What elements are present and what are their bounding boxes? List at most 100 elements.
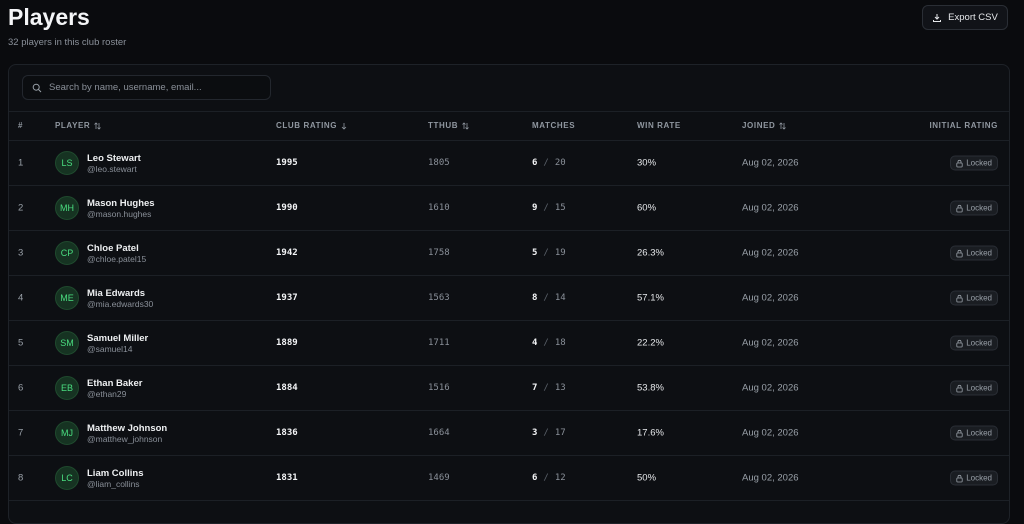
win-rate: 22.2% — [637, 337, 664, 349]
club-rating: 1836 — [276, 428, 298, 438]
matches: 5 / 19 — [532, 248, 566, 258]
joined-date: Aug 02, 2026 — [742, 337, 799, 349]
separator: / — [543, 203, 549, 213]
avatar: CP — [55, 241, 79, 265]
wins: 6 — [532, 158, 538, 168]
matches: 4 / 18 — [532, 338, 566, 348]
column-header[interactable]: PLAYER — [55, 121, 102, 130]
column-header[interactable]: JOINED — [742, 121, 787, 130]
lock-icon — [956, 384, 963, 392]
separator: / — [543, 428, 549, 438]
column-header[interactable]: CLUB RATING — [276, 121, 347, 130]
player-name: Liam Collins — [87, 468, 144, 479]
sort-icon — [779, 121, 787, 130]
total-matches: 18 — [554, 338, 566, 348]
rank: 4 — [18, 292, 24, 304]
matches: 9 / 15 — [532, 203, 566, 213]
rank: 1 — [18, 157, 24, 169]
wins: 6 — [532, 473, 538, 483]
wins: 7 — [532, 383, 538, 393]
column-header: INITIAL RATING — [929, 121, 998, 130]
player-name: Ethan Baker — [87, 378, 143, 389]
avatar: MH — [55, 196, 79, 220]
wins: 3 — [532, 428, 538, 438]
column-header[interactable]: TTHUB — [428, 121, 469, 130]
win-rate: 50% — [637, 472, 657, 484]
separator: / — [543, 383, 549, 393]
player-username: @mia.edwards30 — [87, 299, 154, 309]
win-rate: 30% — [637, 157, 657, 169]
player-name: Leo Stewart — [87, 153, 141, 164]
win-rate: 17.6% — [637, 427, 664, 439]
avatar: SM — [55, 331, 79, 355]
rank: 8 — [18, 472, 24, 484]
club-rating: 1995 — [276, 158, 298, 168]
player-username: @samuel14 — [87, 344, 133, 354]
sort-desc-icon — [341, 122, 347, 130]
avatar: ME — [55, 286, 79, 310]
player-name: Samuel Miller — [87, 333, 149, 344]
column-header-label: TTHUB — [428, 121, 459, 130]
lock-icon — [956, 159, 963, 167]
lock-icon — [956, 339, 963, 347]
total-matches: 19 — [554, 248, 566, 258]
export-label: Export CSV — [948, 12, 998, 23]
row-divider — [9, 455, 1009, 456]
sort-icon — [94, 121, 102, 130]
separator: / — [543, 248, 549, 258]
divider — [9, 140, 1009, 141]
wins: 9 — [532, 203, 538, 213]
rank: 6 — [18, 382, 24, 394]
column-header-label: JOINED — [742, 121, 776, 130]
rank: 2 — [18, 202, 24, 214]
separator: / — [543, 338, 549, 348]
separator: / — [543, 158, 549, 168]
matches: 6 / 12 — [532, 473, 566, 483]
locked-label: Locked — [966, 293, 992, 303]
locked-badge: Locked — [950, 245, 998, 261]
column-header: # — [18, 121, 23, 130]
locked-label: Locked — [966, 428, 992, 438]
club-rating: 1990 — [276, 203, 298, 213]
search-input[interactable]: Search by name, username, email... — [22, 75, 271, 100]
row-divider — [9, 320, 1009, 321]
locked-badge: Locked — [950, 425, 998, 441]
tthub-rating: 1610 — [428, 203, 450, 213]
total-matches: 14 — [554, 293, 566, 303]
club-rating: 1889 — [276, 338, 298, 348]
page: Players 32 players in this club roster E… — [8, 4, 1010, 524]
locked-badge: Locked — [950, 290, 998, 306]
total-matches: 15 — [554, 203, 566, 213]
separator: / — [543, 473, 549, 483]
page-subtitle: 32 players in this club roster — [8, 37, 127, 48]
player-name: Mason Hughes — [87, 198, 155, 209]
row-divider — [9, 365, 1009, 366]
column-header: WIN RATE — [637, 121, 681, 130]
lock-icon — [956, 429, 963, 437]
matches: 6 / 20 — [532, 158, 566, 168]
win-rate: 57.1% — [637, 292, 664, 304]
locked-label: Locked — [966, 248, 992, 258]
export-button[interactable]: Export CSV — [922, 5, 1008, 30]
search-icon — [32, 83, 42, 92]
win-rate: 60% — [637, 202, 657, 214]
locked-label: Locked — [966, 203, 992, 213]
column-header-label: # — [18, 121, 24, 130]
locked-badge: Locked — [950, 335, 998, 351]
locked-label: Locked — [966, 383, 992, 393]
row-divider — [9, 500, 1009, 501]
avatar: LS — [55, 151, 79, 175]
total-matches: 12 — [554, 473, 566, 483]
joined-date: Aug 02, 2026 — [742, 202, 799, 214]
win-rate: 26.3% — [637, 247, 664, 259]
joined-date: Aug 02, 2026 — [742, 247, 799, 259]
lock-icon — [956, 474, 963, 482]
rank: 5 — [18, 337, 24, 349]
locked-badge: Locked — [950, 155, 998, 171]
locked-label: Locked — [966, 473, 992, 483]
player-username: @ethan29 — [87, 389, 127, 399]
lock-icon — [956, 249, 963, 257]
total-matches: 20 — [554, 158, 566, 168]
club-rating: 1942 — [276, 248, 298, 258]
player-username: @leo.stewart — [87, 164, 137, 174]
